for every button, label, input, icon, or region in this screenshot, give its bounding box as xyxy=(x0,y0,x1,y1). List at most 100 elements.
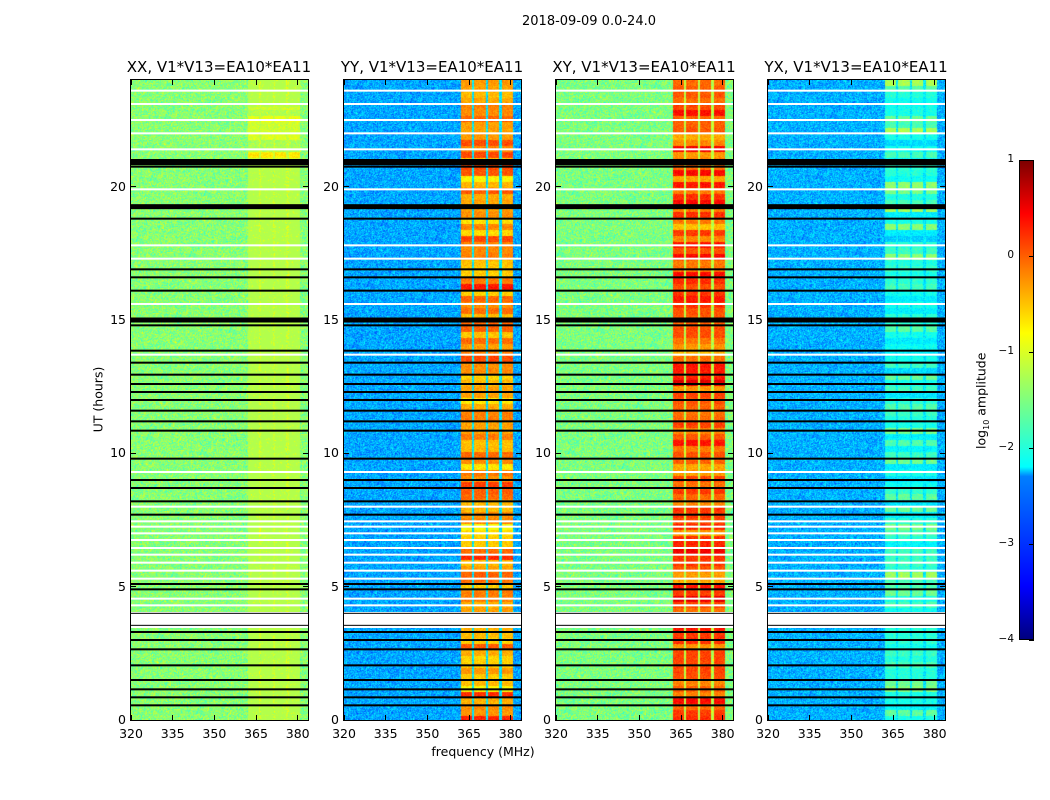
y-tick-label: 10 xyxy=(535,445,551,461)
flagged-nan-row xyxy=(131,547,308,549)
flagged-zero-row xyxy=(556,420,733,423)
x-tick xyxy=(213,715,215,720)
x-tick-label: 380 xyxy=(285,726,310,741)
x-tick xyxy=(130,715,132,720)
x-tick xyxy=(172,715,174,720)
flagged-nan-row xyxy=(556,89,733,92)
flagged-zero-row xyxy=(768,349,945,352)
flagged-nan-row xyxy=(556,525,733,528)
flagged-nan-span xyxy=(556,612,733,628)
flagged-nan-row xyxy=(131,539,308,541)
x-tick-label: 365 xyxy=(881,726,905,741)
x-tick xyxy=(385,80,387,85)
flagged-nan-row xyxy=(131,604,308,607)
flagged-nan-row xyxy=(768,188,945,191)
flagged-nan-row xyxy=(768,597,945,600)
y-tick-label: 0 xyxy=(118,712,126,727)
panel-title: YY, V1*V13=EA10*EA11 xyxy=(340,58,524,76)
flagged-nan-row xyxy=(344,119,521,121)
flagged-zero-row xyxy=(768,648,945,651)
flagged-zero-row xyxy=(344,276,521,279)
x-tick xyxy=(297,80,299,85)
flagged-nan-row xyxy=(131,471,308,473)
flagged-zero-row xyxy=(768,217,945,220)
flagged-nan-row xyxy=(768,569,945,572)
flagged-zero-row xyxy=(556,373,733,376)
flagged-zero-row xyxy=(131,399,308,401)
flagged-nan-row xyxy=(556,604,733,607)
flagged-nan-row xyxy=(131,148,308,151)
x-tick xyxy=(850,715,852,720)
y-tick xyxy=(131,452,136,454)
flagged-nan-row xyxy=(556,561,733,564)
x-tick xyxy=(385,715,387,720)
flagged-nan-row xyxy=(131,520,308,523)
flagged-zero-row xyxy=(344,159,521,161)
y-tick-label: 20 xyxy=(323,178,339,194)
y-tick xyxy=(303,319,308,321)
x-tick xyxy=(722,80,724,85)
flagged-zero-row xyxy=(131,429,308,432)
flagged-zero-row-thick xyxy=(556,317,733,323)
x-tick xyxy=(934,80,936,85)
y-tick xyxy=(344,319,349,321)
flagged-nan-row xyxy=(131,119,308,121)
flagged-nan-row xyxy=(556,547,733,549)
flagged-nan-row xyxy=(556,553,733,556)
flagged-rows xyxy=(131,89,308,707)
flagged-zero-row xyxy=(344,631,521,633)
flagged-nan-row xyxy=(344,553,521,556)
flagged-nan-row xyxy=(344,188,521,191)
flagged-zero-row xyxy=(768,624,945,626)
y-tick xyxy=(940,319,945,321)
flagged-zero-row xyxy=(131,268,308,271)
x-tick xyxy=(934,715,936,720)
flagged-nan-row xyxy=(556,597,733,600)
x-tick xyxy=(597,80,599,85)
flagged-zero-row xyxy=(131,324,308,327)
flagged-zero-row xyxy=(556,268,733,271)
flagged-zero-row xyxy=(344,588,521,591)
flagged-zero-row xyxy=(344,624,521,626)
x-tick-label: 320 xyxy=(332,726,356,741)
flagged-nan-row xyxy=(344,257,521,260)
flagged-nan-row xyxy=(131,532,308,535)
y-tick xyxy=(768,586,773,588)
flagged-zero-row xyxy=(131,383,308,385)
flagged-zero-row xyxy=(131,513,308,516)
flagged-zero-row xyxy=(768,704,945,707)
y-tick xyxy=(344,452,349,454)
flagged-zero-row xyxy=(131,349,308,352)
x-tick-label: 380 xyxy=(922,726,947,741)
flagged-nan-row xyxy=(131,569,308,572)
flagged-zero-row xyxy=(344,399,521,401)
flagged-nan-row xyxy=(556,188,733,191)
flagged-zero-row xyxy=(556,289,733,292)
y-tick-label: 15 xyxy=(535,312,551,327)
flagged-zero-row xyxy=(768,588,945,591)
heatmap-panel-yy xyxy=(343,79,522,721)
flagged-zero-row xyxy=(344,688,521,691)
figure-title: 2018-09-09 0.0-24.0 xyxy=(522,14,656,29)
flagged-zero-row xyxy=(131,276,308,279)
colorbar-tick xyxy=(1029,640,1034,641)
flagged-nan-row xyxy=(344,525,521,528)
panel-title: XY, V1*V13=EA10*EA11 xyxy=(552,58,736,76)
flagged-zero-row xyxy=(768,664,945,667)
x-tick xyxy=(809,715,811,720)
flagged-zero-row xyxy=(131,409,308,412)
flagged-zero-row xyxy=(344,420,521,423)
x-tick xyxy=(426,80,428,85)
flagged-nan-row xyxy=(768,525,945,528)
y-tick-label: 20 xyxy=(535,178,551,194)
panel-title: YX, V1*V13=EA10*EA11 xyxy=(764,58,948,76)
flagged-zero-row xyxy=(556,276,733,279)
flagged-nan-row xyxy=(131,188,308,191)
y-tick xyxy=(131,186,136,188)
flagged-zero-row xyxy=(131,457,308,460)
y-tick xyxy=(344,719,349,721)
heatmap-panel-xx xyxy=(130,79,309,721)
flagged-rows xyxy=(768,89,945,707)
flagged-zero-row xyxy=(131,639,308,641)
flagged-zero-row xyxy=(344,664,521,667)
